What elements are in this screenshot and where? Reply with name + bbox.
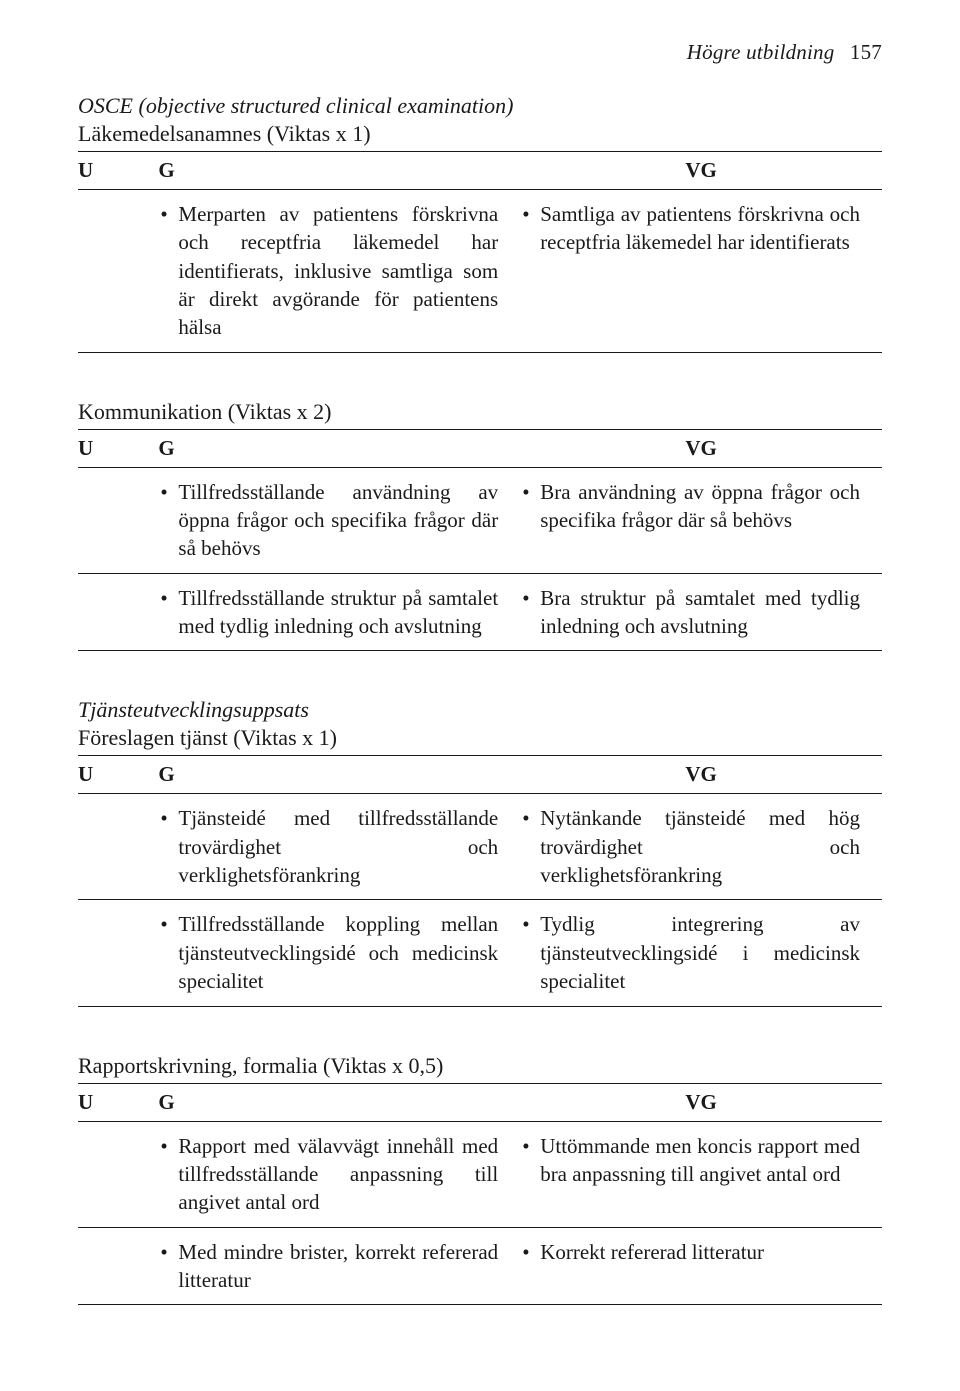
cell-g: Med mindre brister, korrekt refererad li… xyxy=(158,1227,520,1305)
col-header-g: G xyxy=(158,152,520,190)
table-row: Tillfredsställande användning av öppna f… xyxy=(78,467,882,573)
subsection-title: Läkemedelsanamnes (Viktas x 1) xyxy=(78,121,882,147)
table-header-row: U G VG xyxy=(78,756,882,794)
cell-g: Rapport med välavvägt innehåll med tillf… xyxy=(158,1121,520,1227)
criteria-item: Tydlig integrering av tjänsteutvecklings… xyxy=(540,910,860,995)
running-header: Högre utbildning 157 xyxy=(78,40,882,65)
journal-title: Högre utbildning xyxy=(687,40,835,64)
col-header-vg: VG xyxy=(520,1083,882,1121)
criteria-item: Tillfredsställande struktur på samtalet … xyxy=(178,584,498,641)
table-row: Rapport med välavvägt innehåll med tillf… xyxy=(78,1121,882,1227)
cell-u xyxy=(78,1121,158,1227)
table-header-row: U G VG xyxy=(78,152,882,190)
subsection-title: Rapportskrivning, formalia (Viktas x 0,5… xyxy=(78,1053,882,1079)
cell-u xyxy=(78,573,158,651)
col-header-vg: VG xyxy=(520,429,882,467)
criteria-item: Tillfredsställande användning av öppna f… xyxy=(178,478,498,563)
cell-g: Tjänsteidé med tillfredsställande trovär… xyxy=(158,794,520,900)
criteria-item: Korrekt refererad litteratur xyxy=(540,1238,860,1266)
cell-g: Tillfredsställande användning av öppna f… xyxy=(158,467,520,573)
cell-u xyxy=(78,794,158,900)
criteria-item: Nytänkande tjänsteidé med hög trovärdigh… xyxy=(540,804,860,889)
cell-u xyxy=(78,190,158,353)
cell-vg: Nytänkande tjänsteidé med hög trovärdigh… xyxy=(520,794,882,900)
cell-vg: Uttömmande men koncis rapport med bra an… xyxy=(520,1121,882,1227)
cell-vg: Samtliga av patientens förskrivna och re… xyxy=(520,190,882,353)
col-header-g: G xyxy=(158,756,520,794)
col-header-u: U xyxy=(78,152,158,190)
grading-table: U G VG Rapport med välavvägt innehåll me… xyxy=(78,1083,882,1306)
criteria-item: Bra struktur på samtalet med tydlig inle… xyxy=(540,584,860,641)
page-number: 157 xyxy=(850,40,882,64)
grading-table: U G VG Merparten av patientens förskrivn… xyxy=(78,151,882,353)
cell-u xyxy=(78,1227,158,1305)
criteria-item: Bra användning av öppna frågor och speci… xyxy=(540,478,860,535)
cell-vg: Korrekt refererad litteratur xyxy=(520,1227,882,1305)
col-header-u: U xyxy=(78,429,158,467)
cell-u xyxy=(78,900,158,1006)
table-row: Tillfredsställande struktur på samtalet … xyxy=(78,573,882,651)
cell-vg: Bra användning av öppna frågor och speci… xyxy=(520,467,882,573)
col-header-u: U xyxy=(78,756,158,794)
cell-u xyxy=(78,467,158,573)
criteria-item: Merparten av patientens förskrivna och r… xyxy=(178,200,498,342)
table-row: Tjänsteidé med tillfredsställande trovär… xyxy=(78,794,882,900)
criteria-item: Uttömmande men koncis rapport med bra an… xyxy=(540,1132,860,1189)
table-row: Med mindre brister, korrekt refererad li… xyxy=(78,1227,882,1305)
col-header-vg: VG xyxy=(520,152,882,190)
col-header-g: G xyxy=(158,1083,520,1121)
section-title: OSCE (objective structured clinical exam… xyxy=(78,93,882,119)
section-kommunikation: Kommunikation (Viktas x 2) U G VG Tillfr… xyxy=(78,399,882,652)
grading-table: U G VG Tillfredsställande användning av … xyxy=(78,429,882,652)
criteria-item: Samtliga av patientens förskrivna och re… xyxy=(540,200,860,257)
section-rapportskrivning: Rapportskrivning, formalia (Viktas x 0,5… xyxy=(78,1053,882,1306)
table-header-row: U G VG xyxy=(78,1083,882,1121)
table-row: Tillfredsställande koppling mellan tjäns… xyxy=(78,900,882,1006)
col-header-u: U xyxy=(78,1083,158,1121)
col-header-vg: VG xyxy=(520,756,882,794)
cell-g: Tillfredsställande struktur på samtalet … xyxy=(158,573,520,651)
subsection-title: Kommunikation (Viktas x 2) xyxy=(78,399,882,425)
criteria-item: Med mindre brister, korrekt refererad li… xyxy=(178,1238,498,1295)
table-header-row: U G VG xyxy=(78,429,882,467)
cell-vg: Tydlig integrering av tjänsteutvecklings… xyxy=(520,900,882,1006)
criteria-item: Tillfredsställande koppling mellan tjäns… xyxy=(178,910,498,995)
criteria-item: Rapport med välavvägt innehåll med tillf… xyxy=(178,1132,498,1217)
col-header-g: G xyxy=(158,429,520,467)
table-row: Merparten av patientens förskrivna och r… xyxy=(78,190,882,353)
section-osce: OSCE (objective structured clinical exam… xyxy=(78,93,882,353)
cell-g: Merparten av patientens förskrivna och r… xyxy=(158,190,520,353)
cell-g: Tillfredsställande koppling mellan tjäns… xyxy=(158,900,520,1006)
criteria-item: Tjänsteidé med tillfredsställande trovär… xyxy=(178,804,498,889)
section-tjansteutveckling: Tjänsteutvecklingsuppsats Föreslagen tjä… xyxy=(78,697,882,1006)
subsection-title: Föreslagen tjänst (Viktas x 1) xyxy=(78,725,882,751)
grading-table: U G VG Tjänsteidé med tillfredsställande… xyxy=(78,755,882,1006)
section-title: Tjänsteutvecklingsuppsats xyxy=(78,697,882,723)
cell-vg: Bra struktur på samtalet med tydlig inle… xyxy=(520,573,882,651)
